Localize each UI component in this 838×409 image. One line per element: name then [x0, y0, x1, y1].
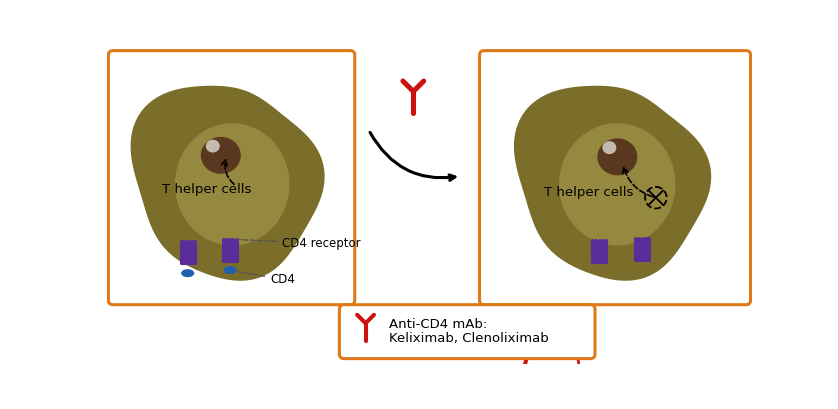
Text: T helper cells: T helper cells: [163, 184, 251, 196]
Ellipse shape: [201, 137, 241, 174]
Ellipse shape: [572, 335, 587, 345]
Text: Anti-CD4 mAb:: Anti-CD4 mAb:: [389, 318, 487, 331]
Ellipse shape: [181, 269, 194, 277]
Ellipse shape: [206, 139, 220, 153]
Text: CD4: CD4: [235, 271, 295, 286]
Polygon shape: [131, 86, 324, 281]
FancyBboxPatch shape: [339, 305, 595, 359]
Ellipse shape: [224, 266, 236, 274]
FancyBboxPatch shape: [108, 51, 354, 305]
FancyBboxPatch shape: [479, 51, 751, 305]
Text: CD4 receptor: CD4 receptor: [237, 237, 361, 250]
Ellipse shape: [515, 329, 536, 343]
Text: T helper cells: T helper cells: [544, 186, 634, 199]
Polygon shape: [559, 123, 675, 245]
Ellipse shape: [597, 138, 638, 175]
Ellipse shape: [603, 141, 617, 154]
Polygon shape: [175, 123, 289, 245]
Text: Keliximab, Clenoliximab: Keliximab, Clenoliximab: [389, 332, 548, 345]
Polygon shape: [514, 86, 711, 281]
